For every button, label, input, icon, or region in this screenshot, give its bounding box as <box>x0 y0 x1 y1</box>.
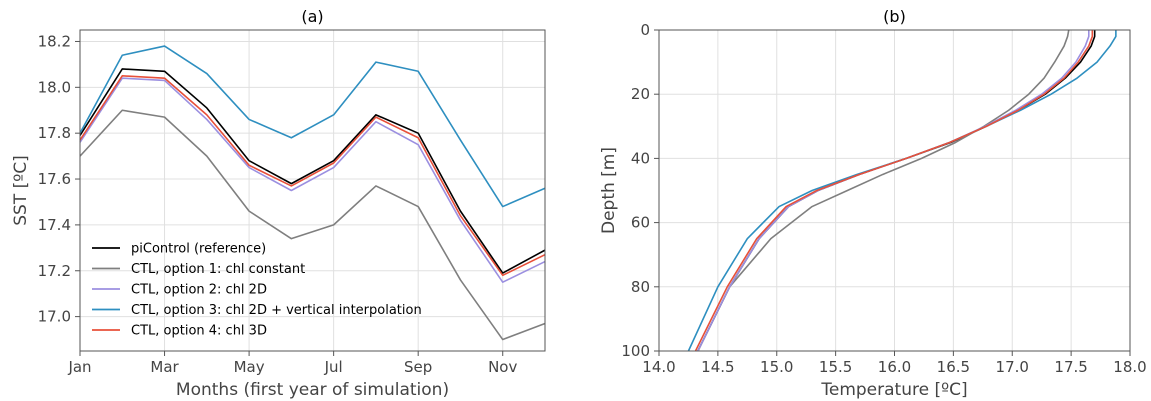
y-tick-label: 18.0 <box>38 78 71 96</box>
x-tick-label: Jul <box>324 358 343 376</box>
panel-b <box>654 29 1131 356</box>
y-tick-label: 0 <box>640 21 650 39</box>
x-tick-label: 16.0 <box>878 358 911 376</box>
plot-frame <box>79 29 546 352</box>
series-line <box>697 30 1096 352</box>
series-line <box>697 30 1090 352</box>
legend-label: piControl (reference) <box>131 242 266 257</box>
series-line <box>694 30 1094 352</box>
legend <box>92 247 120 331</box>
x-tick-label: May <box>234 358 265 376</box>
x-tick-label: 14.0 <box>642 358 675 376</box>
y-tick-label: 17.0 <box>38 308 71 326</box>
y-tick-label: 17.6 <box>38 170 71 188</box>
series-line <box>687 30 1117 352</box>
y-tick-label: 80 <box>631 278 650 296</box>
chart-title: (a) <box>301 7 323 26</box>
series-line <box>79 75 546 277</box>
x-tick-label: 17.0 <box>996 358 1029 376</box>
x-tick-label: 16.5 <box>937 358 970 376</box>
x-tick-label: 17.5 <box>1054 358 1087 376</box>
x-tick-label: Mar <box>150 358 179 376</box>
y-tick-label: 17.8 <box>38 124 71 142</box>
legend-label: CTL, option 3: chl 2D + vertical interpo… <box>131 303 422 318</box>
series-line <box>79 77 546 284</box>
x-tick-label: Nov <box>488 358 517 376</box>
y-tick-label: 20 <box>631 85 650 103</box>
x-axis-label: Months (first year of simulation) <box>176 380 449 400</box>
y-tick-label: 17.4 <box>38 216 71 234</box>
y-tick-label: 40 <box>631 149 650 167</box>
y-axis-label: Depth [m] <box>599 147 619 234</box>
series-line <box>79 109 546 341</box>
x-tick-label: 15.0 <box>760 358 793 376</box>
x-tick-label: 18.0 <box>1113 358 1146 376</box>
legend-label: CTL, option 4: chl 3D <box>131 324 267 339</box>
y-tick-label: 18.2 <box>38 32 71 50</box>
series-line <box>697 29 1070 352</box>
x-tick-label: 14.5 <box>701 358 734 376</box>
x-tick-label: Jan <box>67 358 91 376</box>
series-line <box>79 68 546 274</box>
x-tick-label: Sep <box>404 358 432 376</box>
x-tick-label: 15.5 <box>819 358 852 376</box>
chart-title: (b) <box>883 7 906 26</box>
x-axis-label: Temperature [ºC] <box>820 380 967 400</box>
series-line <box>79 45 546 208</box>
y-tick-label: 100 <box>621 342 650 360</box>
y-tick-label: 60 <box>631 214 650 232</box>
y-axis-label: SST [ºC] <box>11 155 31 226</box>
legend-label: CTL, option 1: chl constant <box>131 262 305 277</box>
y-tick-label: 17.2 <box>38 262 71 280</box>
legend-label: CTL, option 2: chl 2D <box>131 283 267 298</box>
panel-a <box>75 29 546 356</box>
